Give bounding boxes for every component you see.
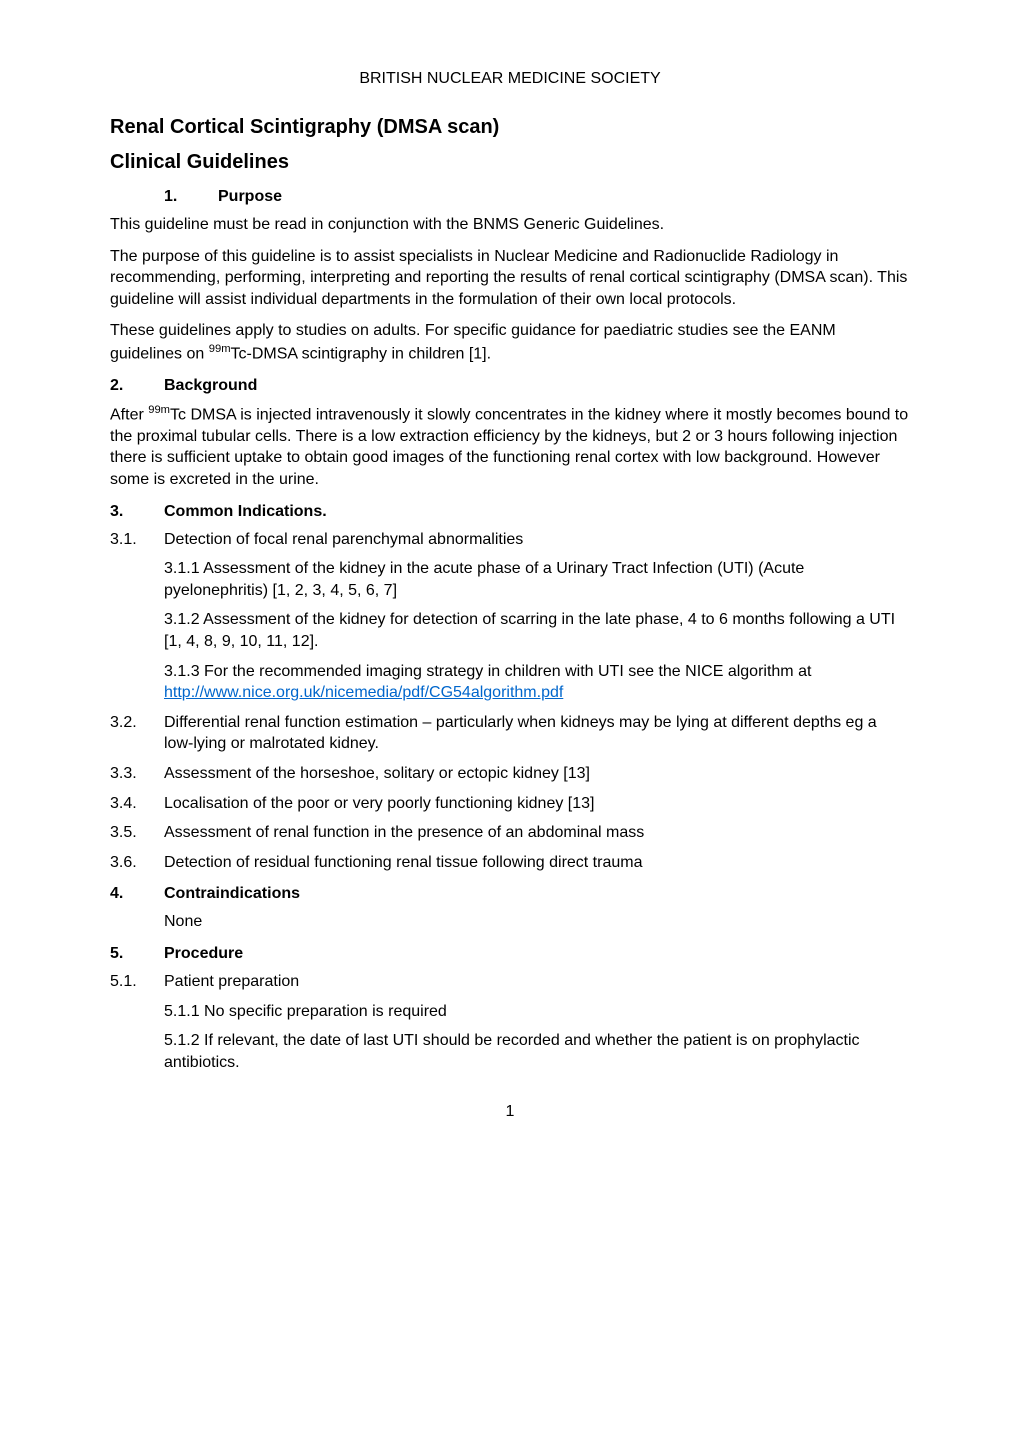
item-number: 5.1.	[110, 971, 164, 993]
list-item: 3.3. Assessment of the horseshoe, solita…	[110, 763, 910, 785]
document-subtitle: Clinical Guidelines	[110, 151, 910, 174]
section-number: 5.	[110, 945, 164, 963]
item-number: 3.2.	[110, 712, 164, 755]
item-number: 3.1.	[110, 529, 164, 551]
section-heading-background: 2.Background	[110, 377, 910, 395]
section-title: Contraindications	[164, 885, 300, 902]
text-run: 3.1.3 For the recommended imaging strate…	[164, 663, 811, 680]
nice-link[interactable]: http://www.nice.org.uk/nicemedia/pdf/CG5…	[164, 684, 563, 701]
section-heading-indications: 3.Common Indications.	[110, 503, 910, 521]
paragraph: These guidelines apply to studies on adu…	[110, 320, 910, 365]
document-page: BRITISH NUCLEAR MEDICINE SOCIETY Renal C…	[0, 0, 1020, 1161]
superscript: 99m	[209, 343, 231, 355]
paragraph: None	[164, 911, 910, 933]
superscript: 99m	[148, 404, 170, 416]
item-text: Assessment of the horseshoe, solitary or…	[164, 763, 910, 785]
text-run: Tc-DMSA scintigraphy in children [1].	[231, 345, 492, 362]
section-heading-purpose: 1.Purpose	[164, 188, 910, 206]
list-subitem: 3.1.3 For the recommended imaging strate…	[164, 661, 910, 704]
list-subitem: 3.1.2 Assessment of the kidney for detec…	[164, 609, 910, 652]
section-heading-procedure: 5.Procedure	[110, 945, 910, 963]
list-item: 3.4. Localisation of the poor or very po…	[110, 793, 910, 815]
item-number: 3.4.	[110, 793, 164, 815]
section-number: 2.	[110, 377, 164, 395]
section-title: Procedure	[164, 945, 243, 962]
list-subitem: 5.1.1 No specific preparation is require…	[164, 1001, 910, 1023]
list-item: 3.2. Differential renal function estimat…	[110, 712, 910, 755]
org-header: BRITISH NUCLEAR MEDICINE SOCIETY	[110, 70, 910, 88]
item-number: 3.6.	[110, 852, 164, 874]
item-text: Assessment of renal function in the pres…	[164, 822, 910, 844]
section-title: Purpose	[218, 188, 282, 205]
list-item: 3.5. Assessment of renal function in the…	[110, 822, 910, 844]
text-run: Tc DMSA is injected intravenously it slo…	[110, 406, 908, 488]
list-item: 3.1. Detection of focal renal parenchyma…	[110, 529, 910, 551]
section-heading-contraindications: 4.Contraindications	[110, 885, 910, 903]
item-text: Differential renal function estimation –…	[164, 712, 910, 755]
text-run: After	[110, 406, 148, 423]
section-number: 4.	[110, 885, 164, 903]
section-number: 3.	[110, 503, 164, 521]
document-title: Renal Cortical Scintigraphy (DMSA scan)	[110, 116, 910, 139]
paragraph: After 99mTc DMSA is injected intravenous…	[110, 403, 910, 491]
paragraph: This guideline must be read in conjuncti…	[110, 214, 910, 236]
list-item: 5.1. Patient preparation	[110, 971, 910, 993]
paragraph: The purpose of this guideline is to assi…	[110, 246, 910, 311]
section-number: 1.	[164, 188, 218, 206]
list-subitem: 3.1.1 Assessment of the kidney in the ac…	[164, 558, 910, 601]
item-text: Localisation of the poor or very poorly …	[164, 793, 910, 815]
page-number: 1	[110, 1103, 910, 1121]
list-item: 3.6. Detection of residual functioning r…	[110, 852, 910, 874]
item-number: 3.3.	[110, 763, 164, 785]
section-title: Background	[164, 377, 257, 394]
item-text: Detection of focal renal parenchymal abn…	[164, 529, 910, 551]
item-number: 3.5.	[110, 822, 164, 844]
section-title: Common Indications.	[164, 503, 327, 520]
item-text: Detection of residual functioning renal …	[164, 852, 910, 874]
item-text: Patient preparation	[164, 971, 910, 993]
list-subitem: 5.1.2 If relevant, the date of last UTI …	[164, 1030, 910, 1073]
